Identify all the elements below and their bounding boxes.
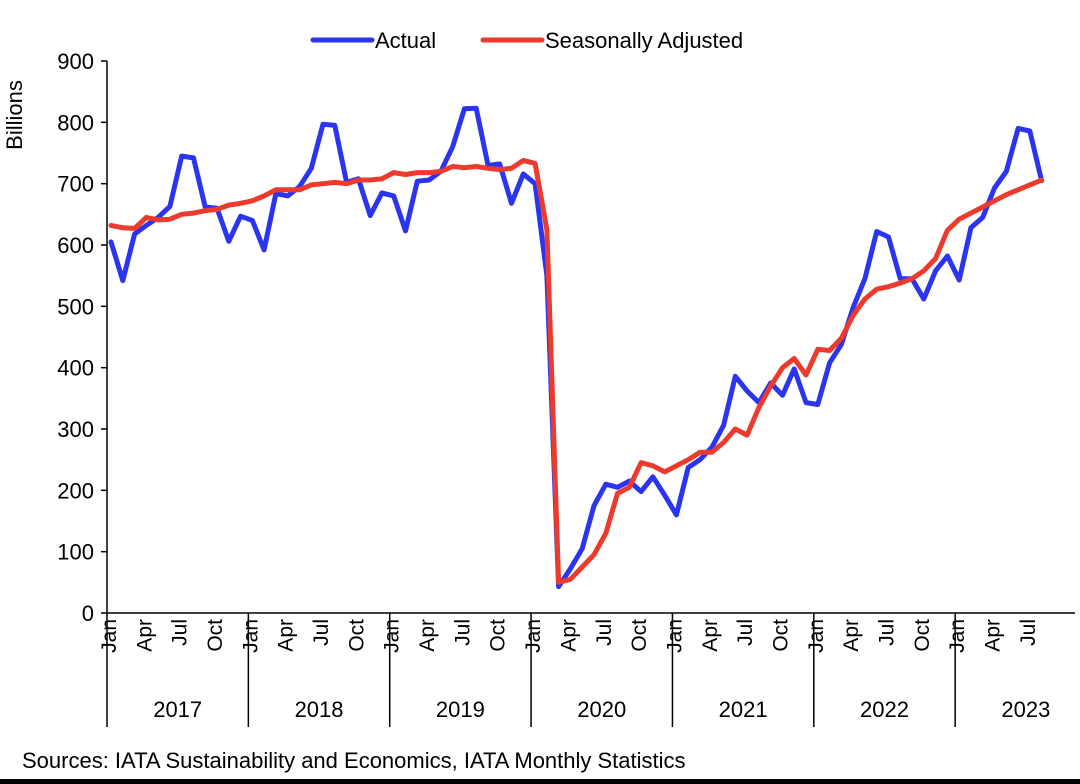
x-tick-label: Jan	[805, 619, 828, 653]
x-tick-label: Jul	[875, 619, 898, 646]
series-group	[108, 105, 1045, 590]
x-tick-label: Apr	[416, 619, 439, 652]
x-tick-label: Oct	[345, 619, 368, 652]
x-tick-label: Jan	[663, 619, 686, 653]
year-label: 2020	[577, 697, 626, 722]
x-tick-label: Jan	[239, 619, 262, 653]
x-tick-label: Apr	[133, 619, 156, 652]
x-tick-label: Jan	[381, 619, 404, 653]
x-tick-label: Jan	[946, 619, 969, 653]
line-chart: Actual Seasonally Adjusted Billions 0 100 2…	[2, 28, 1075, 727]
x-tick-label: Apr	[557, 619, 580, 652]
x-tick-label: Jul	[310, 619, 333, 646]
year-label: 2017	[153, 697, 202, 722]
x-tick-label: Jul	[734, 619, 757, 646]
y-tick-label: 300	[57, 417, 94, 442]
x-tick-label: Jul	[593, 619, 616, 646]
year-label: 2021	[719, 697, 768, 722]
x-tick-label: Apr	[982, 619, 1005, 652]
legend-label: Seasonally Adjusted	[545, 28, 743, 53]
y-tick-label: 100	[57, 540, 94, 565]
x-tick-label: Oct	[769, 619, 792, 652]
x-tick-label: Oct	[911, 619, 934, 652]
x-tick-label: Oct	[628, 619, 651, 652]
x-tick-label: Apr	[699, 619, 722, 652]
x-axis: 2017 Jan Apr Jul Oct 2018 Jan Apr Jul Oct 2019 Jan A…	[98, 612, 1075, 727]
x-tick-label: Jul	[451, 619, 474, 646]
y-tick-label: 600	[57, 233, 94, 258]
y-tick-label: 400	[57, 356, 94, 381]
legend: Actual Seasonally Adjusted	[310, 28, 743, 53]
series-line-actual	[108, 105, 1045, 590]
y-tick-label: 200	[57, 478, 94, 503]
y-tick-label: 900	[57, 49, 94, 74]
x-tick-label: Oct	[487, 619, 510, 652]
bottom-rule	[0, 779, 1080, 784]
x-tick-label: Jul	[169, 619, 192, 646]
source-note: Sources: IATA Sustainability and Economi…	[22, 748, 686, 773]
x-tick-label: Apr	[275, 619, 298, 652]
y-axis: 0 100 200 300 400 500 600 700 800 900	[57, 49, 108, 626]
year-label: 2023	[1001, 697, 1050, 722]
series-line-seasonally-adjusted	[108, 157, 1045, 585]
x-tick-label: Jan	[522, 619, 545, 653]
year-label: 2018	[295, 697, 344, 722]
y-tick-label: 800	[57, 110, 94, 135]
year-label: 2019	[436, 697, 485, 722]
x-tick-label: Oct	[204, 619, 227, 652]
x-tick-label: Apr	[840, 619, 863, 652]
x-tick-label: Jul	[1017, 619, 1040, 646]
y-tick-label: 700	[57, 172, 94, 197]
y-axis-label: Billions	[2, 80, 27, 150]
legend-label: Actual	[375, 28, 436, 53]
year-label: 2022	[860, 697, 909, 722]
x-tick-label: Jan	[98, 619, 121, 653]
y-tick-label: 0	[82, 601, 94, 626]
y-tick-label: 500	[57, 294, 94, 319]
